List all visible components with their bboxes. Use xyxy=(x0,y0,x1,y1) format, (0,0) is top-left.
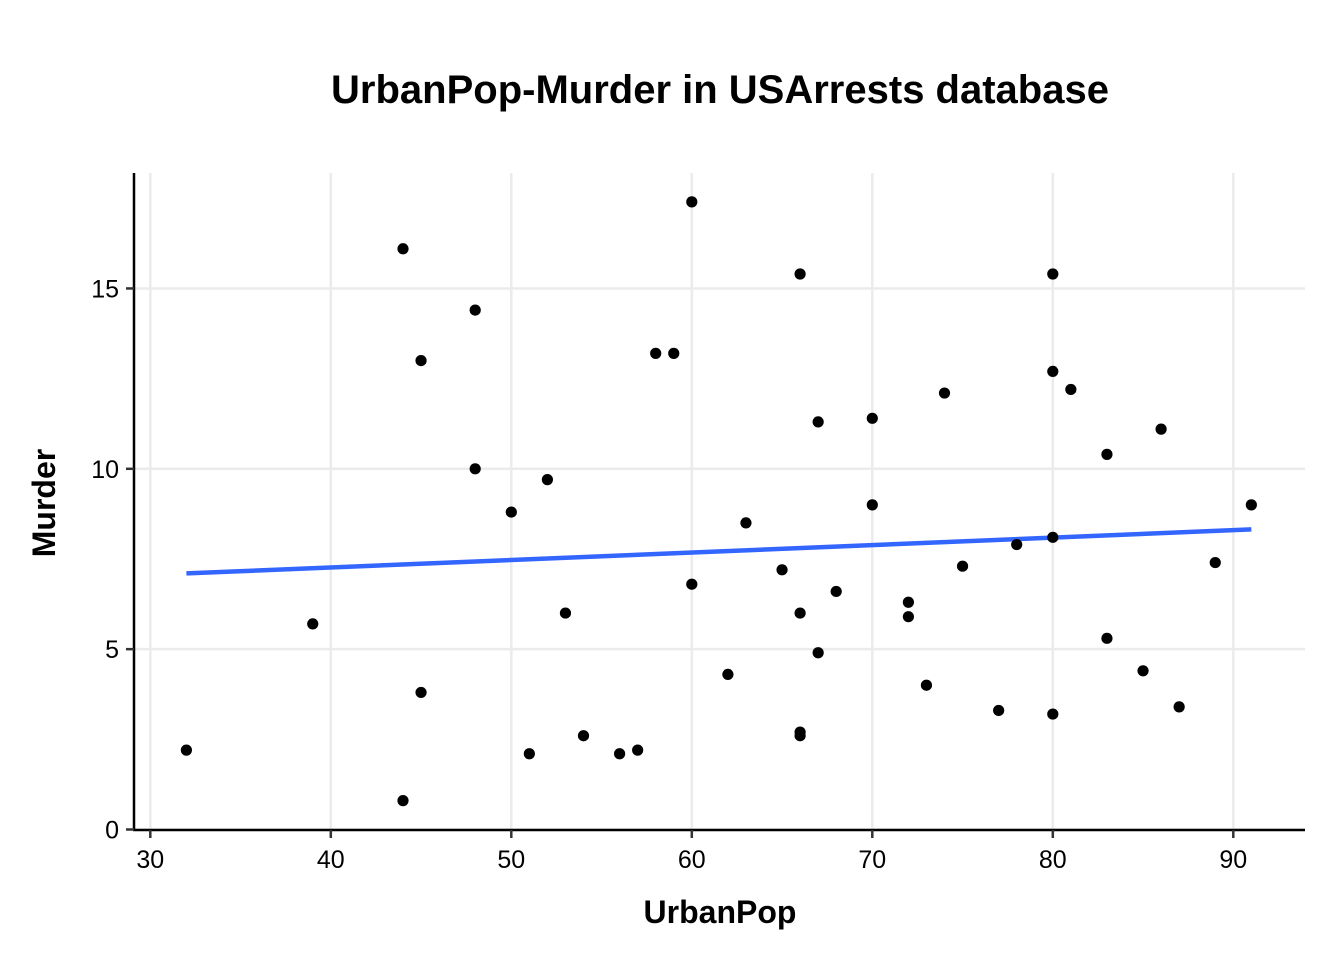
data-point-34 xyxy=(956,560,969,572)
data-point-0 xyxy=(650,347,662,359)
data-point-3 xyxy=(505,506,517,518)
data-point-28 xyxy=(614,748,626,760)
data-point-13 xyxy=(776,564,788,576)
data-point-30 xyxy=(866,412,878,424)
x-tick-label-90: 90 xyxy=(1219,846,1247,874)
data-point-18 xyxy=(523,748,535,760)
data-point-19 xyxy=(812,416,824,428)
x-tick-label-80: 80 xyxy=(1039,846,1067,874)
x-tick-label-70: 70 xyxy=(858,846,886,874)
x-axis-title: UrbanPop xyxy=(644,894,797,930)
y-tick-label-10: 10 xyxy=(91,456,119,484)
data-point-40 xyxy=(415,686,427,699)
data-point-9 xyxy=(686,196,698,208)
data-point-4 xyxy=(1245,499,1257,511)
data-point-5 xyxy=(1011,538,1023,551)
data-point-27 xyxy=(1065,383,1077,396)
data-point-29 xyxy=(1209,556,1221,569)
data-point-33 xyxy=(397,795,409,807)
data-point-44 xyxy=(180,744,192,756)
data-point-21 xyxy=(938,387,951,399)
data-point-49 xyxy=(686,578,698,590)
y-axis-title: Murder xyxy=(26,449,62,557)
x-tick-label-60: 60 xyxy=(678,846,706,874)
data-point-46 xyxy=(920,679,933,691)
data-point-10 xyxy=(1101,632,1113,644)
trend-line-group xyxy=(186,527,1252,576)
x-tick-label-30: 30 xyxy=(136,846,164,874)
data-points xyxy=(180,196,1257,807)
data-point-20 xyxy=(1137,665,1149,677)
data-point-6 xyxy=(993,704,1005,717)
data-point-14 xyxy=(632,744,644,756)
data-point-12 xyxy=(1101,448,1113,460)
data-point-39 xyxy=(469,304,481,316)
data-point-23 xyxy=(397,243,409,255)
data-point-37 xyxy=(902,596,915,608)
trend-line xyxy=(186,527,1252,576)
data-point-36 xyxy=(812,647,824,659)
data-point-31 xyxy=(1155,423,1167,435)
data-point-42 xyxy=(1047,365,1059,378)
data-point-2 xyxy=(1047,531,1059,543)
data-point-25 xyxy=(559,607,572,619)
grid-lines xyxy=(134,173,1305,831)
y-tick-label-15: 15 xyxy=(91,275,119,303)
data-point-7 xyxy=(902,611,915,623)
data-point-16 xyxy=(541,474,554,486)
x-tick-label-40: 40 xyxy=(317,846,345,874)
data-point-32 xyxy=(415,354,427,367)
data-point-26 xyxy=(722,668,734,680)
data-point-38 xyxy=(1173,701,1185,713)
data-point-48 xyxy=(794,730,806,742)
y-tick-label-5: 5 xyxy=(105,636,119,664)
data-point-17 xyxy=(794,268,806,280)
data-point-1 xyxy=(469,463,481,475)
data-point-8 xyxy=(1047,268,1059,280)
data-point-15 xyxy=(794,607,806,619)
data-point-43 xyxy=(1047,708,1059,720)
tick-labels: 30 40 50 60 70 80 90 0 5 10 15 xyxy=(91,275,1247,874)
x-tick-label-50: 50 xyxy=(497,846,525,874)
data-point-35 xyxy=(830,585,842,598)
data-point-11 xyxy=(577,730,590,742)
data-point-47 xyxy=(307,618,319,630)
y-tick-label-0: 0 xyxy=(105,817,119,845)
data-point-24 xyxy=(866,499,878,511)
chart-title: UrbanPop-Murder in USArrests database xyxy=(331,68,1109,112)
axes xyxy=(126,173,1305,838)
data-point-41 xyxy=(668,347,680,359)
data-point-45 xyxy=(740,517,752,529)
